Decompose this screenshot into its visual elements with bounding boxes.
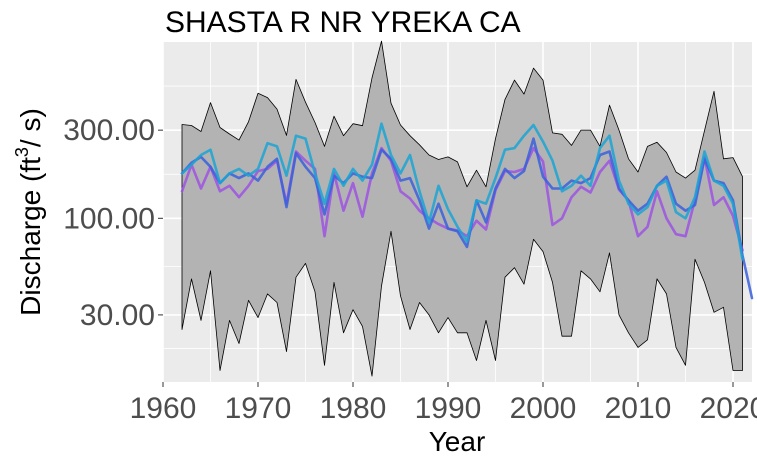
x-tick-label: 2000 <box>510 392 577 425</box>
range-band <box>181 40 743 377</box>
y-axis: 30.00 100.00 300.00 <box>63 114 163 332</box>
y-tick-label: 100.00 <box>63 202 155 235</box>
chart-title: SHASTA R NR YREKA CA <box>165 6 521 39</box>
band-area <box>181 40 743 377</box>
y-axis-title-superscript: 3 <box>12 147 32 157</box>
y-tick-label: 30.00 <box>80 299 155 332</box>
x-axis-title: Year <box>429 426 486 457</box>
x-tick-label: 1990 <box>415 392 482 425</box>
series-line-3 <box>180 122 744 261</box>
series-lines <box>180 122 754 300</box>
y-axis-title-suffix: / s) <box>15 108 46 147</box>
y-axis-title: Discharge (ft3/ s) <box>12 108 46 316</box>
x-axis: 1960 1970 1980 1990 2000 2010 2020 <box>130 382 757 425</box>
x-tick-label: 1960 <box>130 392 197 425</box>
y-tick-label: 300.00 <box>63 114 155 147</box>
x-tick-label: 1970 <box>225 392 292 425</box>
x-tick-label: 2010 <box>605 392 672 425</box>
y-axis-title-prefix: Discharge (ft <box>15 157 46 316</box>
x-tick-label: 1980 <box>320 392 387 425</box>
x-tick-label: 2020 <box>700 392 757 425</box>
